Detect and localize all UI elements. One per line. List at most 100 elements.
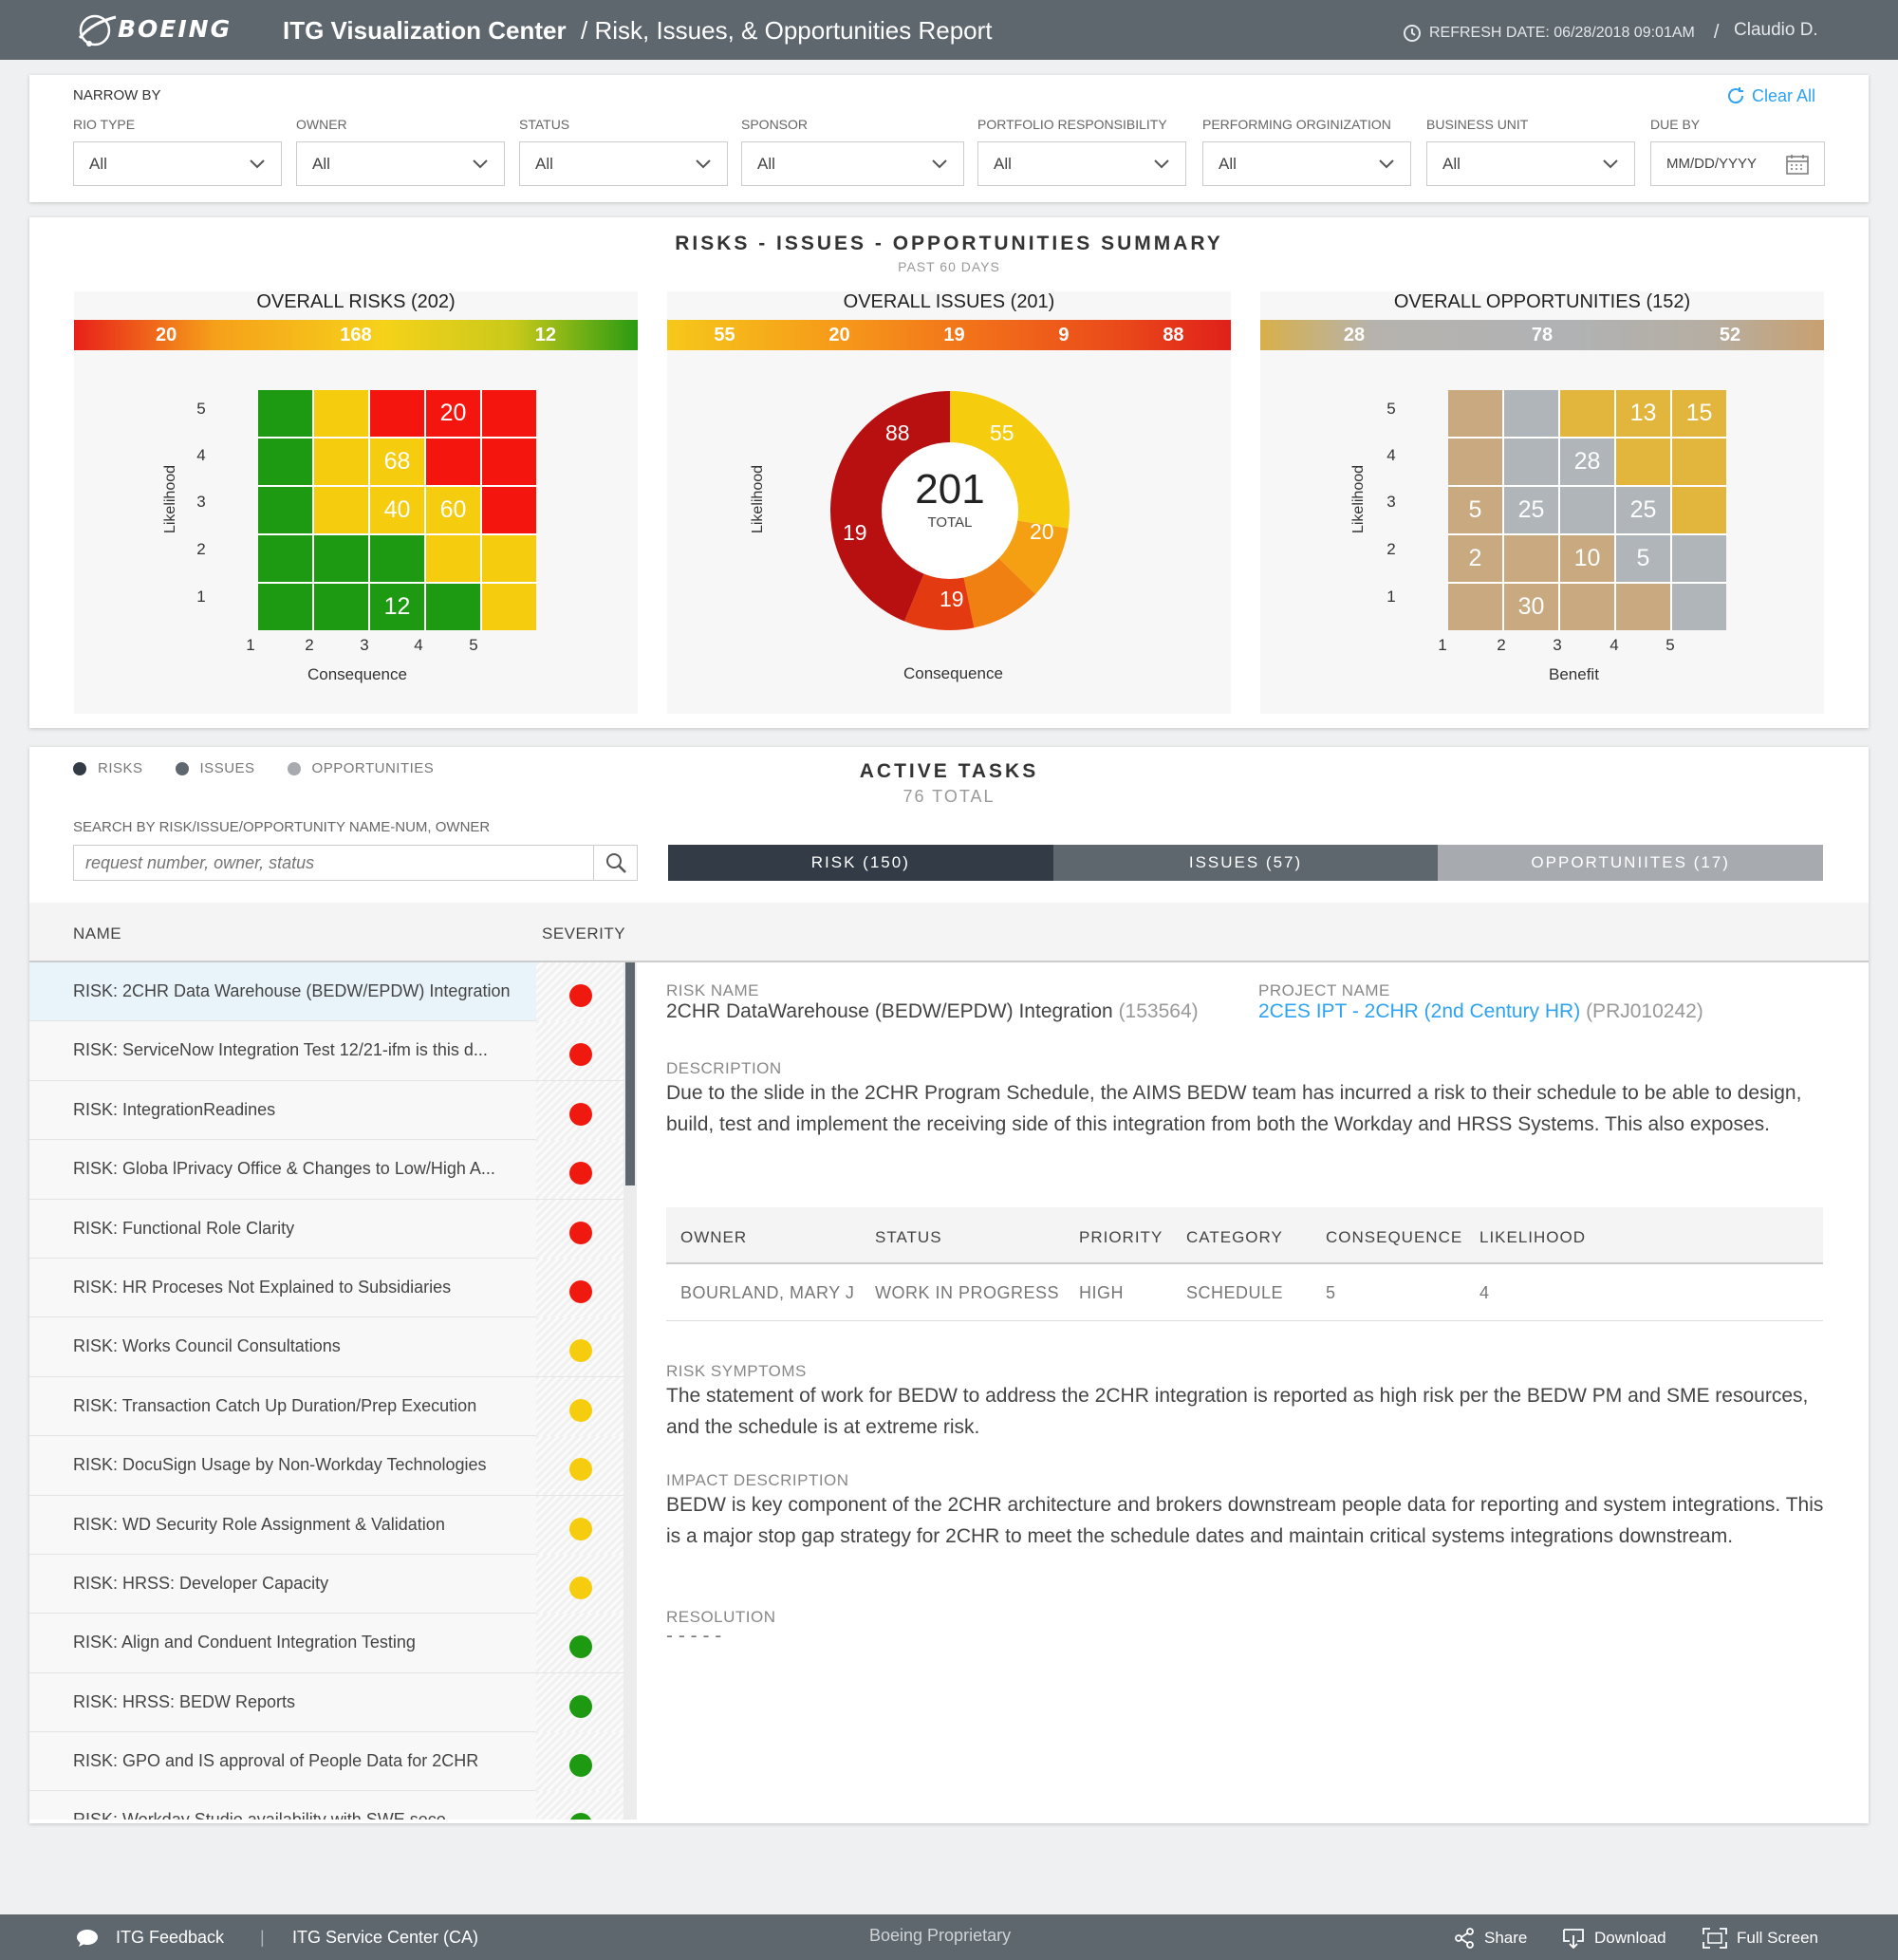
fullscreen-button[interactable]: Full Screen	[1703, 1928, 1818, 1949]
task-row[interactable]: RISK: 2CHR Data Warehouse (BEDW/EPDW) In…	[29, 962, 637, 1022]
filter-owner: OWNER All	[296, 117, 505, 186]
heatmap-cell[interactable]	[1504, 439, 1558, 485]
heatmap-cell[interactable]: 15	[1672, 390, 1726, 437]
heatmap-cell[interactable]: 10	[1560, 535, 1614, 582]
heatmap-cell[interactable]: 12	[370, 584, 424, 630]
share-button[interactable]: Share	[1454, 1928, 1527, 1949]
portfolio-select[interactable]: All	[977, 141, 1186, 186]
task-row[interactable]: RISK: Transaction Catch Up Duration/Prep…	[29, 1376, 637, 1437]
heatmap-cell[interactable]: 25	[1504, 487, 1558, 533]
heatmap-cell[interactable]	[258, 439, 312, 485]
heatmap-cell[interactable]	[314, 487, 368, 533]
user-name[interactable]: Claudio D.	[1734, 20, 1818, 40]
heatmap-cell[interactable]	[1560, 390, 1614, 437]
owner-select[interactable]: All	[296, 141, 505, 186]
heatmap-cell[interactable]	[1504, 535, 1558, 582]
heatmap-cell[interactable]	[1672, 584, 1726, 630]
tab-risk[interactable]: RISK (150)	[668, 845, 1053, 881]
heatmap-cell[interactable]: 60	[426, 487, 480, 533]
heatmap-cell[interactable]	[1448, 390, 1502, 437]
heatmap-cell[interactable]: 30	[1504, 584, 1558, 630]
heatmap-cell[interactable]: 5	[1616, 535, 1670, 582]
legend-risks[interactable]: RISKS	[73, 760, 143, 776]
task-row[interactable]: RISK: IntegrationReadines	[29, 1080, 637, 1141]
task-row[interactable]: RISK: GPO and IS approval of People Data…	[29, 1732, 637, 1792]
heatmap-cell[interactable]	[1672, 487, 1726, 533]
col-name-header[interactable]: NAME	[73, 924, 122, 943]
task-row[interactable]: RISK: WD Security Role Assignment & Vali…	[29, 1495, 637, 1555]
rio-type-select[interactable]: All	[73, 141, 282, 186]
performing-org-select[interactable]: All	[1202, 141, 1411, 186]
heatmap-cell[interactable]	[1616, 584, 1670, 630]
heatmap-cell[interactable]	[482, 535, 536, 582]
calendar-icon[interactable]	[1786, 154, 1809, 175]
heatmap-cell[interactable]	[1504, 390, 1558, 437]
heatmap-cell[interactable]	[258, 584, 312, 630]
app-header: BOEING ITG Visualization Center / Risk, …	[0, 0, 1898, 60]
search-input[interactable]	[74, 846, 593, 880]
business-unit-select[interactable]: All	[1426, 141, 1635, 186]
heatmap-cell[interactable]: 40	[370, 487, 424, 533]
heatmap-cell[interactable]	[426, 584, 480, 630]
heatmap-cell[interactable]: 13	[1616, 390, 1670, 437]
status-select[interactable]: All	[519, 141, 728, 186]
heatmap-cell[interactable]	[1616, 439, 1670, 485]
legend-issues[interactable]: ISSUES	[175, 760, 255, 776]
heatmap-cell[interactable]: 2	[1448, 535, 1502, 582]
heatmap-cell[interactable]	[1448, 584, 1502, 630]
heatmap-cell[interactable]	[426, 535, 480, 582]
heatmap-cell[interactable]: 5	[1448, 487, 1502, 533]
task-row[interactable]: RISK: HR Proceses Not Explained to Subsi…	[29, 1258, 637, 1318]
search-button[interactable]	[593, 846, 637, 880]
heatmap-cell[interactable]	[1560, 584, 1614, 630]
task-list-scrollbar[interactable]	[623, 962, 637, 1820]
due-by-date-input[interactable]: MM/DD/YYYY	[1650, 141, 1825, 186]
task-row[interactable]: RISK: DocuSign Usage by Non-Workday Tech…	[29, 1436, 637, 1496]
heatmap-cell[interactable]: 28	[1560, 439, 1614, 485]
tab-issues[interactable]: ISSUES (57)	[1052, 845, 1439, 881]
heatmap-cell[interactable]	[258, 487, 312, 533]
task-row[interactable]: RISK: ServiceNow Integration Test 12/21-…	[29, 1021, 637, 1081]
heatmap-cell[interactable]: 20	[426, 390, 480, 437]
task-row[interactable]: RISK: HRSS: BEDW Reports	[29, 1672, 637, 1733]
heatmap-cell[interactable]	[426, 439, 480, 485]
heatmap-cell[interactable]	[258, 390, 312, 437]
heatmap-cell[interactable]	[314, 584, 368, 630]
scrollbar-thumb[interactable]	[625, 962, 635, 1185]
heatmap-cell[interactable]	[314, 390, 368, 437]
heatmap-cell[interactable]	[482, 487, 536, 533]
heatmap-cell[interactable]	[370, 390, 424, 437]
task-row[interactable]: RISK: HRSS: Developer Capacity	[29, 1554, 637, 1615]
sponsor-select[interactable]: All	[741, 141, 964, 186]
boeing-logo[interactable]: BOEING	[76, 11, 266, 49]
heatmap-cell[interactable]	[482, 439, 536, 485]
heatmap-cell[interactable]	[482, 584, 536, 630]
task-row[interactable]: RISK: Functional Role Clarity	[29, 1199, 637, 1259]
legend-opportunities[interactable]: OPPORTUNITIES	[287, 760, 435, 776]
service-center-link[interactable]: ITG Service Center (CA)	[292, 1928, 479, 1947]
task-row[interactable]: RISK: Workday Studio availability with S…	[29, 1791, 637, 1820]
heatmap-cell[interactable]	[314, 535, 368, 582]
task-row[interactable]: RISK: Align and Conduent Integration Tes…	[29, 1614, 637, 1673]
app-title[interactable]: ITG Visualization Center	[283, 16, 567, 45]
task-row[interactable]: RISK: Globa lPrivacy Office & Changes to…	[29, 1140, 637, 1200]
feedback-link[interactable]: ITG Feedback	[76, 1928, 224, 1948]
risks-heatmap-grid: 20 68 40 60 12	[258, 390, 536, 630]
col-severity-header[interactable]: SEVERITY	[542, 924, 626, 943]
heatmap-cell[interactable]: 25	[1616, 487, 1670, 533]
heatmap-cell[interactable]	[258, 535, 312, 582]
heatmap-cell[interactable]	[370, 535, 424, 582]
tab-opportunities[interactable]: OPPORTUNIITES (17)	[1438, 845, 1824, 881]
heatmap-cell[interactable]	[1560, 487, 1614, 533]
heatmap-cell[interactable]: 68	[370, 439, 424, 485]
heatmap-cell[interactable]	[1672, 439, 1726, 485]
heatmap-cell[interactable]	[314, 439, 368, 485]
heatmap-cell[interactable]	[482, 390, 536, 437]
active-tasks-total: 76 TOTAL	[902, 787, 996, 806]
heatmap-cell[interactable]	[1448, 439, 1502, 485]
download-button[interactable]: Download	[1562, 1928, 1666, 1949]
clear-all-button[interactable]: Clear All	[1725, 85, 1815, 106]
task-row[interactable]: RISK: Works Council Consultations	[29, 1317, 637, 1377]
heatmap-cell[interactable]	[1672, 535, 1726, 582]
project-link[interactable]: 2CES IPT - 2CHR (2nd Century HR)	[1258, 1000, 1581, 1022]
